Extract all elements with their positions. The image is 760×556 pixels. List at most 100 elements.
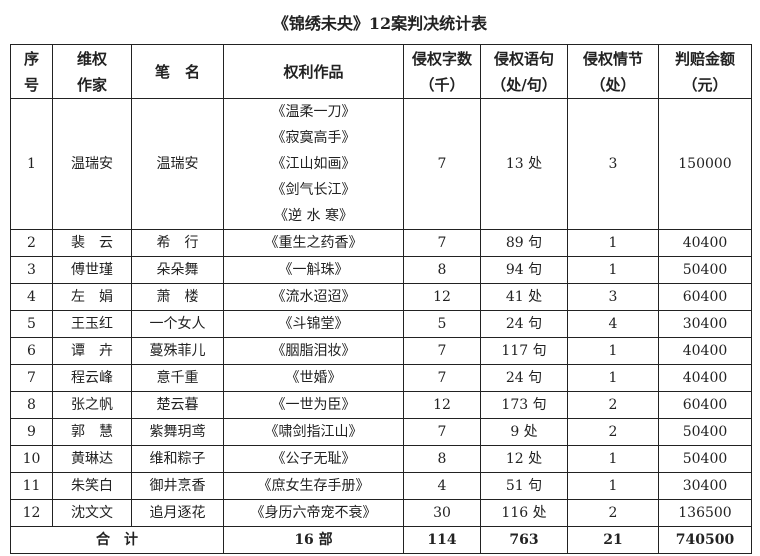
cell-amount: 50400 xyxy=(658,418,752,446)
header-text: 笔 名 xyxy=(154,62,200,81)
header-text: 侵权情节 xyxy=(582,49,643,68)
total-row: 合 计 16 部 114 763 21 740500 xyxy=(10,526,752,554)
cell-no: 11 xyxy=(10,472,53,500)
header-col-sentences: 侵权语句 （处/句） xyxy=(480,44,568,99)
header-text: 作家 xyxy=(76,75,107,94)
cell-plots: 1 xyxy=(567,472,659,500)
cell-works: 《身历六帝宠不衰》 xyxy=(223,499,404,527)
work-title: 《流水迢迢》 xyxy=(271,289,356,305)
cell-no: 1 xyxy=(10,98,53,230)
cell-chars: 7 xyxy=(403,364,481,392)
cell-works: 《胭脂泪妆》 xyxy=(223,337,404,365)
table-title: 《锦绣未央》12案判决统计表 xyxy=(272,14,488,33)
cell-pen: 温瑞安 xyxy=(131,98,224,230)
cell-amount: 50400 xyxy=(658,256,752,284)
cell-pen: 御井烹香 xyxy=(131,472,224,500)
cell-works: 《流水迢迢》 xyxy=(223,283,404,311)
cell-pen: 紫舞玥鸢 xyxy=(131,418,224,446)
cell-chars: 30 xyxy=(403,499,481,527)
cell-author: 沈文文 xyxy=(52,499,132,527)
cell-pen: 朵朵舞 xyxy=(131,256,224,284)
cell-author: 左 娟 xyxy=(52,283,132,311)
cell-no: 3 xyxy=(10,256,53,284)
cell-plots: 3 xyxy=(567,98,659,230)
cell-sentences: 89 句 xyxy=(480,229,568,257)
cell-amount: 40400 xyxy=(658,229,752,257)
cell-chars: 7 xyxy=(403,229,481,257)
cell-chars: 8 xyxy=(403,256,481,284)
work-title: 《胭脂泪妆》 xyxy=(271,343,356,359)
table-row: 12 沈文文 追月逐花 《身历六帝宠不衰》 30 116 处 2 136500 xyxy=(10,499,752,527)
work-title: 《公子无耻》 xyxy=(271,451,356,467)
cell-no: 2 xyxy=(10,229,53,257)
total-label: 合 计 xyxy=(10,526,224,554)
header-text: 权利作品 xyxy=(283,62,344,81)
cell-plots: 2 xyxy=(567,418,659,446)
header-col-chars: 侵权字数 （千） xyxy=(403,44,481,99)
work-title: 《逆 水 寒》 xyxy=(274,208,353,224)
work-title: 《世婚》 xyxy=(285,370,342,386)
cell-chars: 4 xyxy=(403,472,481,500)
cell-no: 10 xyxy=(10,445,53,473)
cell-pen: 楚云暮 xyxy=(131,391,224,419)
cell-plots: 3 xyxy=(567,283,659,311)
header-col-plots: 侵权情节 （处） xyxy=(567,44,659,99)
cell-pen: 一个女人 xyxy=(131,310,224,338)
cell-chars: 7 xyxy=(403,98,481,230)
cell-works: 《公子无耻》 xyxy=(223,445,404,473)
total-works: 16 部 xyxy=(223,526,404,554)
cell-chars: 8 xyxy=(403,445,481,473)
cell-chars: 5 xyxy=(403,310,481,338)
cell-amount: 30400 xyxy=(658,472,752,500)
work-title: 《剑气长江》 xyxy=(271,182,356,198)
cell-amount: 150000 xyxy=(658,98,752,230)
header-text: 号 xyxy=(23,75,39,94)
cell-sentences: 117 句 xyxy=(480,337,568,365)
total-plots: 21 xyxy=(567,526,659,554)
cell-chars: 12 xyxy=(403,391,481,419)
cell-no: 8 xyxy=(10,391,53,419)
work-title: 《庶女生存手册》 xyxy=(257,478,370,494)
cell-author: 郭 慧 xyxy=(52,418,132,446)
header-text: 序 xyxy=(23,49,39,68)
cell-plots: 2 xyxy=(567,391,659,419)
cell-works: 《一世为臣》 xyxy=(223,391,404,419)
cell-no: 4 xyxy=(10,283,53,311)
cell-works: 《一斛珠》 xyxy=(223,256,404,284)
cell-works: 《重生之药香》 xyxy=(223,229,404,257)
cell-sentences: 9 处 xyxy=(480,418,568,446)
cell-works: 《世婚》 xyxy=(223,364,404,392)
cell-sentences: 24 句 xyxy=(480,364,568,392)
cell-author: 程云峰 xyxy=(52,364,132,392)
work-title: 《一世为臣》 xyxy=(271,397,356,413)
cell-author: 朱笑白 xyxy=(52,472,132,500)
cell-amount: 50400 xyxy=(658,445,752,473)
cell-pen: 追月逐花 xyxy=(131,499,224,527)
total-chars: 114 xyxy=(403,526,481,554)
header-text: （千） xyxy=(419,75,465,94)
cell-sentences: 12 处 xyxy=(480,445,568,473)
cell-author: 温瑞安 xyxy=(52,98,132,230)
table-row: 1 温瑞安 温瑞安 《温柔一刀》 《寂寞高手》 《江山如画》 《剑气长江》 《逆 水 寒》 7 1… xyxy=(10,98,752,230)
cell-sentences: 13 处 xyxy=(480,98,568,230)
work-title: 《寂寞高手》 xyxy=(271,130,356,146)
header-col-no: 序号 xyxy=(10,44,53,99)
header-text: 侵权语句 xyxy=(493,49,554,68)
table-row: 3 傅世瑾 朵朵舞 《一斛珠》 8 94 句 1 50400 xyxy=(10,256,752,284)
header-text: （处/句） xyxy=(491,75,557,94)
work-title: 《斗锦堂》 xyxy=(278,316,349,332)
header-text: 判赔金额 xyxy=(674,49,735,68)
total-amount: 740500 xyxy=(658,526,752,554)
header-text: （处） xyxy=(590,75,636,94)
cell-plots: 2 xyxy=(567,499,659,527)
cell-amount: 40400 xyxy=(658,364,752,392)
cell-sentences: 41 处 xyxy=(480,283,568,311)
header-col-author: 维权 作家 xyxy=(52,44,132,99)
cell-author: 张之帆 xyxy=(52,391,132,419)
cell-sentences: 94 句 xyxy=(480,256,568,284)
header-col-amount: 判赔金额 （元） xyxy=(658,44,752,99)
header-text: （元） xyxy=(682,75,728,94)
